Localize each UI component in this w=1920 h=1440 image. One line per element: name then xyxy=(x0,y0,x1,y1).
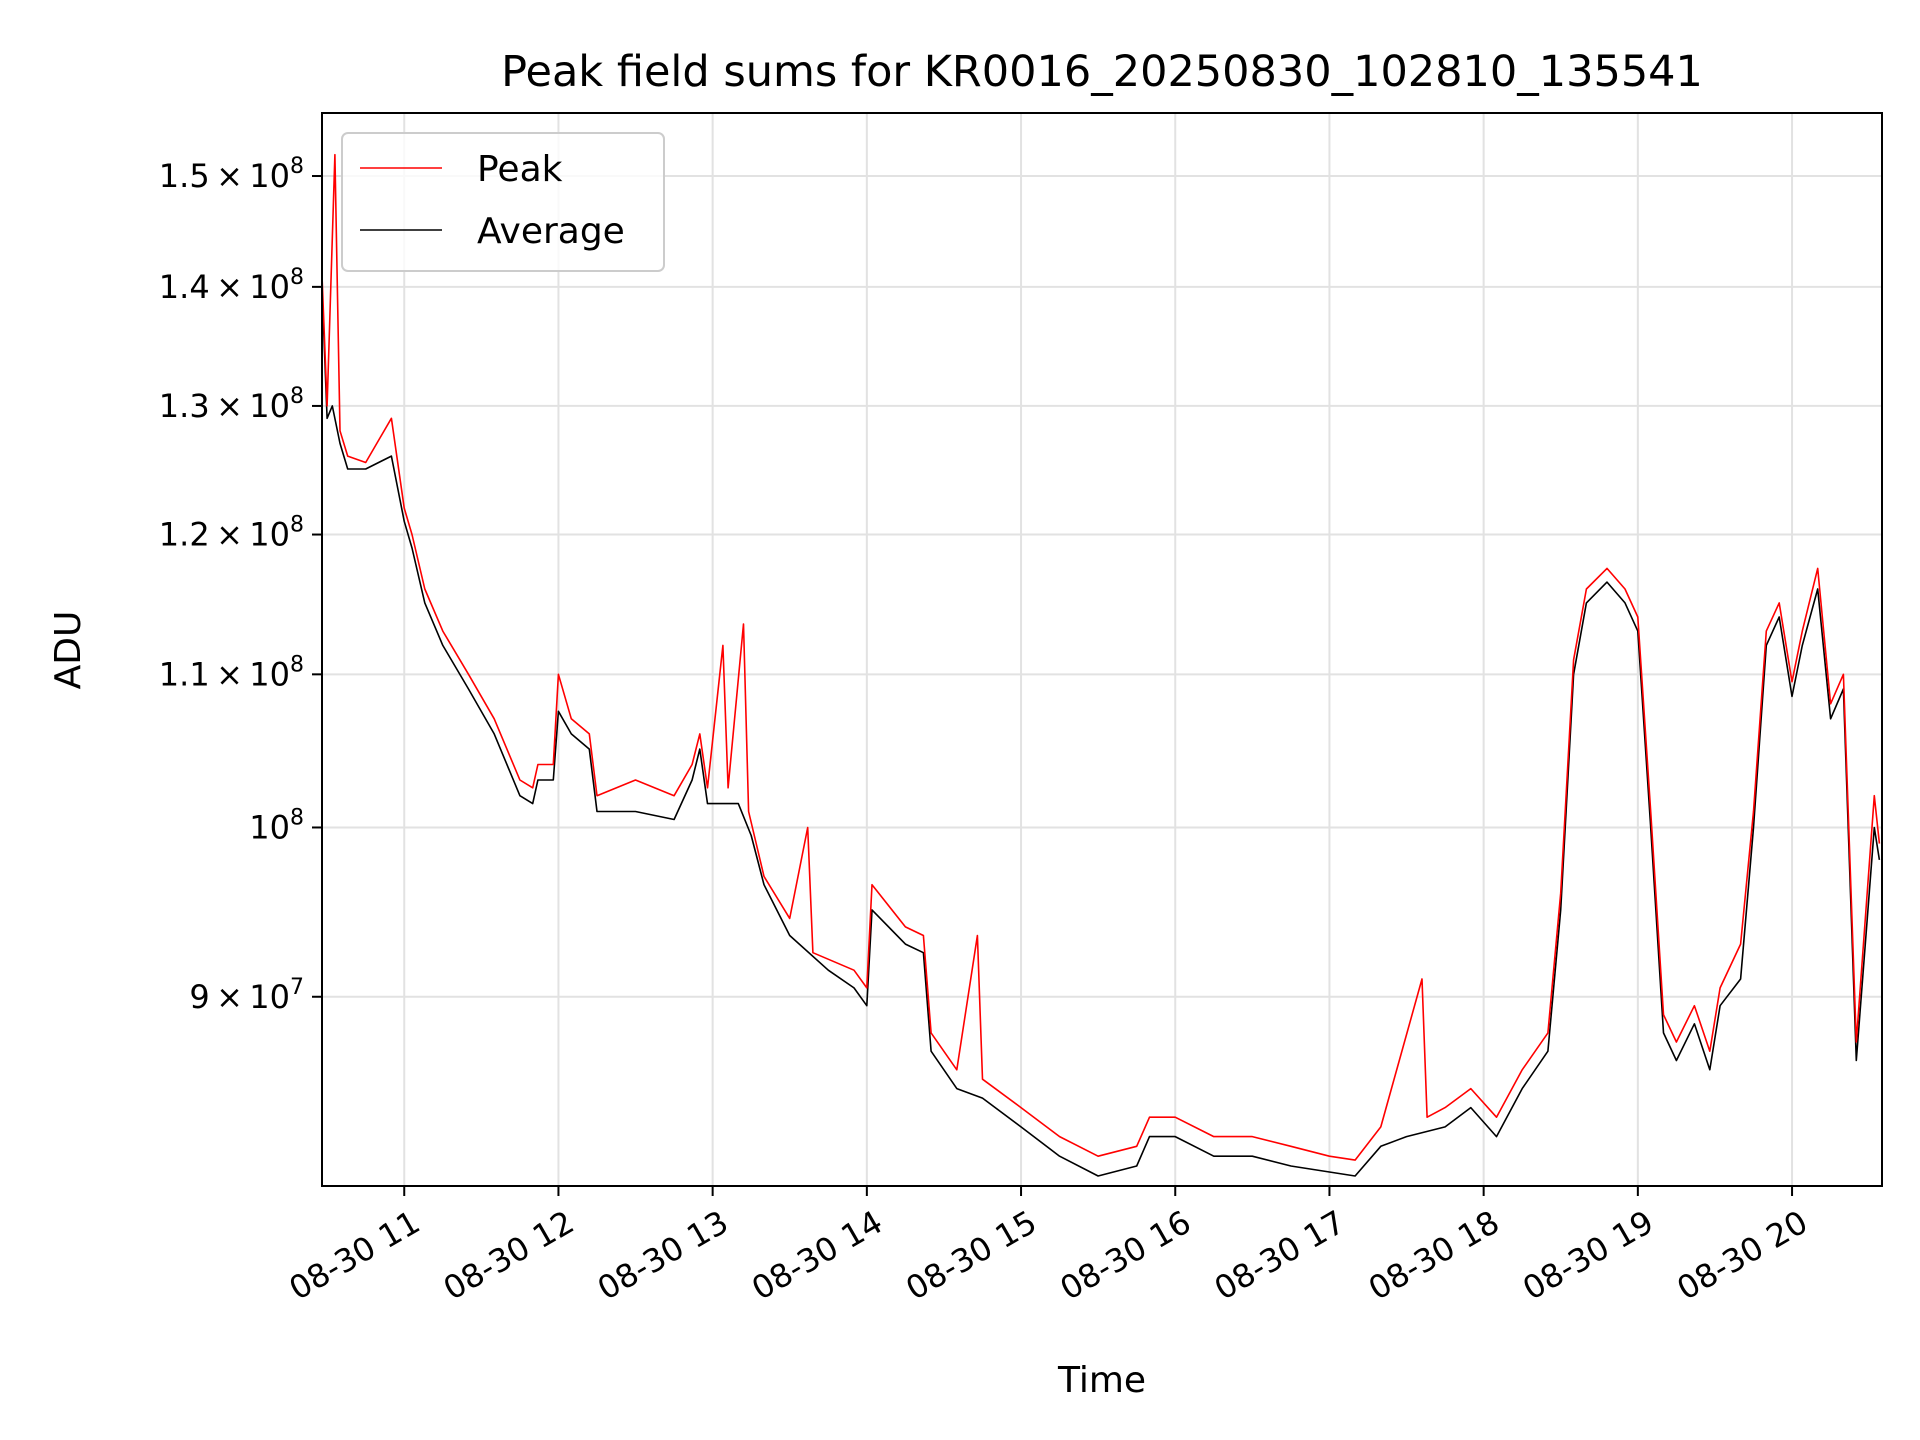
y-tick-label: 9 × 107 xyxy=(189,975,304,1016)
y-tick-label: 1.2 × 108 xyxy=(159,513,304,554)
y-tick-label: 1.4 × 108 xyxy=(159,265,304,306)
legend-label: Peak xyxy=(477,149,563,190)
grid xyxy=(322,113,1882,1186)
y-tick-label: 1.1 × 108 xyxy=(159,652,304,693)
y-tick-label: 108 xyxy=(249,805,304,846)
y-axis: 9 × 107 108 1.1 × 108 1.2 × 108 1.3 × 108 1.4… xyxy=(159,154,322,1016)
y-tick-label: 1.3 × 108 xyxy=(159,384,304,425)
plot-frame xyxy=(321,112,1883,1187)
chart-title: Peak field sums for KR0016_20250830_1028… xyxy=(501,47,1703,97)
legend-entries: Peak Average xyxy=(360,149,625,252)
series-line-peak xyxy=(321,153,1881,1161)
x-axis-label: Time xyxy=(1057,1360,1146,1401)
legend: Peak Average xyxy=(341,132,665,272)
series-layer xyxy=(321,153,1881,1177)
y-tick-label: 1.5 × 108 xyxy=(159,154,304,195)
series-line-average xyxy=(321,286,1881,1177)
legend-label: Average xyxy=(477,211,625,252)
y-axis-label: ADU xyxy=(48,611,89,690)
